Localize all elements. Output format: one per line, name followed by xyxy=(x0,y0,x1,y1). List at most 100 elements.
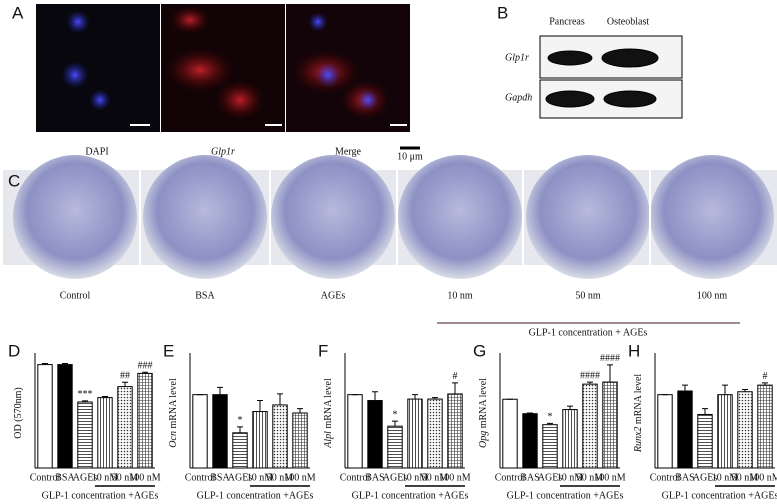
well-caption: 10 nm xyxy=(447,290,473,301)
bar xyxy=(367,400,383,469)
x-tick-label: 50 nM xyxy=(732,472,759,483)
y-axis-label: Alpl mRNA level xyxy=(323,378,334,449)
x-tick-label: BAS xyxy=(365,472,384,483)
bar xyxy=(407,398,423,469)
x-tick-label: 10 nM xyxy=(402,472,429,483)
significance-label: #### xyxy=(600,353,620,364)
error-bar xyxy=(527,412,533,414)
blot-column: Pancreas xyxy=(549,16,585,27)
error-bar xyxy=(237,426,243,433)
bar xyxy=(192,394,208,469)
error-bar xyxy=(392,420,398,427)
y-label-text: OD (570nm) xyxy=(13,387,24,438)
panel-label: B xyxy=(497,3,508,22)
bar xyxy=(562,409,578,469)
bar xyxy=(427,398,443,469)
y-label-gene: Ocn xyxy=(168,431,179,448)
bar xyxy=(602,381,618,469)
y-label-text: mRNA level xyxy=(633,374,644,424)
caption: Merge xyxy=(335,146,361,157)
x-tick-label: 50 nM xyxy=(112,472,139,483)
bar xyxy=(212,394,228,469)
x-tick-label: AGEs xyxy=(73,472,98,483)
bar xyxy=(117,386,133,469)
error-bar xyxy=(142,371,148,374)
x-tick-label: 10 nM xyxy=(92,472,119,483)
well-caption: BSA xyxy=(195,290,215,301)
x-tick-label: 100 nM xyxy=(129,472,161,483)
chart-letter: E xyxy=(163,341,174,360)
wells xyxy=(3,155,777,279)
error-bar xyxy=(277,393,283,405)
significance-label: ### xyxy=(138,361,153,372)
well-caption: AGEs xyxy=(321,290,346,301)
bar xyxy=(697,413,713,469)
significance-label: *** xyxy=(78,389,93,400)
y-label-text: mRNA level xyxy=(323,378,334,428)
error-bar xyxy=(567,405,573,410)
significance-label: ## xyxy=(120,370,130,381)
panel-label: A xyxy=(12,3,24,22)
error-bar xyxy=(452,382,458,394)
bar xyxy=(522,413,538,469)
bar xyxy=(737,391,753,469)
x-tick-label: Control xyxy=(495,472,526,483)
bar xyxy=(347,394,363,469)
chart-letter: H xyxy=(628,341,640,360)
x-tick-label: BAS xyxy=(520,472,539,483)
bar xyxy=(582,383,598,469)
error-bar xyxy=(217,386,223,395)
y-axis-label: Ocn mRNA level xyxy=(168,378,179,448)
caption: DAPI xyxy=(85,146,108,157)
group-label: GLP-1 concentration +AGEs xyxy=(197,490,314,501)
y-axis-label: Opg mRNA level xyxy=(478,378,489,448)
error-bar xyxy=(62,363,68,365)
error-bar xyxy=(82,400,88,402)
bar xyxy=(97,397,113,469)
x-tick-label: 10 nM xyxy=(557,472,584,483)
blot-row: Glp1r xyxy=(505,52,529,63)
significance-label: * xyxy=(238,415,243,426)
significance-label: #### xyxy=(580,370,600,381)
error-bar xyxy=(607,364,613,383)
x-tick-label: 50 nM xyxy=(577,472,604,483)
error-bar xyxy=(412,394,418,400)
bar xyxy=(387,425,403,469)
scale-label: 10 μm xyxy=(397,151,423,162)
group-label: GLP-1 concentration +AGEs xyxy=(662,490,777,501)
error-bar xyxy=(102,396,108,398)
significance-label: # xyxy=(453,371,458,382)
x-tick-label: BSA xyxy=(55,472,75,483)
y-label-gene: Alpl xyxy=(323,431,334,449)
significance-label: * xyxy=(393,409,398,420)
error-bar xyxy=(297,408,303,413)
error-bar xyxy=(722,384,728,395)
well-caption: Control xyxy=(60,290,91,301)
x-tick-label: BSA xyxy=(210,472,230,483)
error-bar xyxy=(432,397,438,400)
y-label-text: mRNA level xyxy=(478,378,489,428)
error-bar xyxy=(122,381,128,387)
y-label-text: mRNA level xyxy=(168,378,179,428)
bar xyxy=(657,394,673,469)
bar xyxy=(542,424,558,469)
bar xyxy=(447,393,463,469)
x-tick-label: AGEs xyxy=(383,472,408,483)
blot-row: Gapdh xyxy=(505,92,532,103)
x-tick-label: AGEs xyxy=(693,472,718,483)
error-bar xyxy=(372,391,378,401)
blot xyxy=(539,35,683,119)
micrographs xyxy=(36,4,410,132)
bar xyxy=(137,372,153,469)
significance-label: # xyxy=(763,371,768,382)
x-tick-label: 50 nM xyxy=(422,472,449,483)
x-tick-label: AGEs xyxy=(228,472,253,483)
group-label: GLP-1 concentration + AGEs xyxy=(529,327,648,338)
bar xyxy=(37,364,53,469)
x-tick-label: 100 nM xyxy=(284,472,316,483)
error-bar xyxy=(682,384,688,391)
x-tick-label: 100 nM xyxy=(749,472,777,483)
blot-column: Osteoblast xyxy=(607,16,649,27)
error-bar xyxy=(587,381,593,385)
chart-letter: F xyxy=(318,341,328,360)
